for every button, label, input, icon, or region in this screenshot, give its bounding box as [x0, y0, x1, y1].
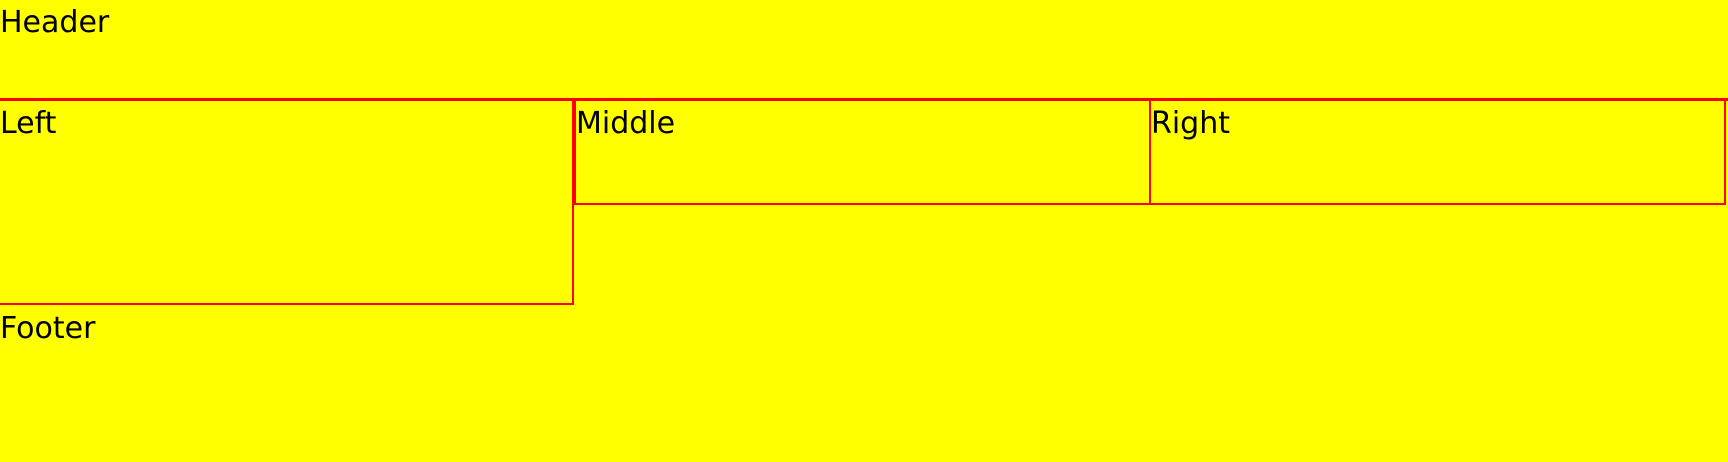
footer-label: Footer	[0, 311, 96, 346]
left-panel-label: Left	[0, 106, 57, 141]
header-label: Header	[0, 5, 110, 40]
right-panel: Right	[1149, 101, 1726, 205]
left-panel: Left	[0, 101, 574, 305]
middle-panel: Middle	[574, 101, 1151, 205]
header-region: Header	[0, 0, 1728, 101]
right-panel-label: Right	[1151, 106, 1230, 141]
middle-panel-label: Middle	[576, 106, 676, 141]
footer-region: Footer	[0, 305, 1728, 462]
